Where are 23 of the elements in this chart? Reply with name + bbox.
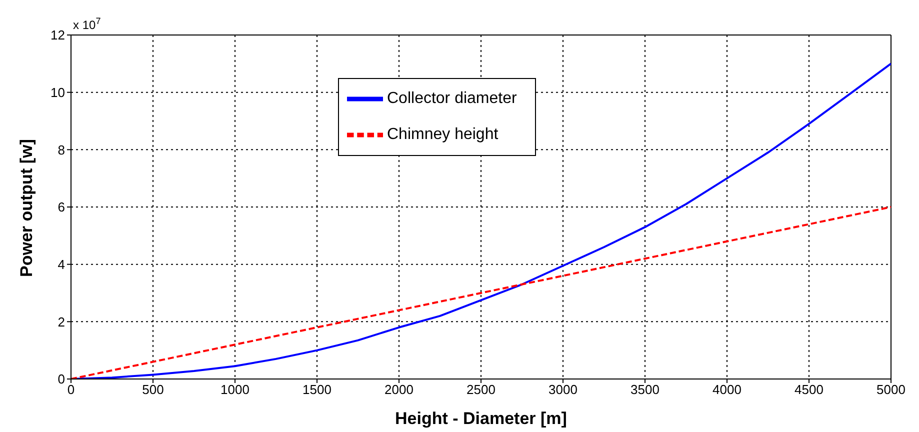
x-axis-title: Height - Diameter [m] [395, 409, 567, 428]
y-tick-label: 2 [58, 314, 65, 330]
x-tick-label: 500 [142, 382, 164, 398]
y-tick-label: 8 [58, 142, 65, 158]
y-tick-label: 12 [50, 28, 65, 43]
x-tick-label: 2000 [384, 382, 414, 398]
x-tick-label: 3500 [630, 382, 660, 398]
x-tick-label: 0 [67, 382, 75, 398]
legend-label: Collector diameter [387, 90, 517, 108]
x-tick-label: 4500 [794, 382, 824, 398]
y-axis-title: Power output [w] [17, 139, 36, 277]
y-tick-label: 10 [50, 84, 65, 100]
y-tick-label: 0 [58, 372, 65, 387]
text: x 10$^{7}$ [73, 16, 101, 32]
y-tick-label: 4 [58, 256, 65, 272]
legend-label: Chimney height [387, 126, 498, 144]
x-tick-label: 2500 [466, 382, 496, 398]
x-tick-label: 4000 [712, 382, 742, 398]
y-tick-label: 6 [58, 200, 65, 215]
x-tick-label: 3000 [548, 382, 578, 398]
x-tick-label: 1000 [220, 382, 250, 398]
x-tick-label: 5000 [876, 382, 906, 398]
x-tick-label: 1500 [302, 382, 332, 398]
